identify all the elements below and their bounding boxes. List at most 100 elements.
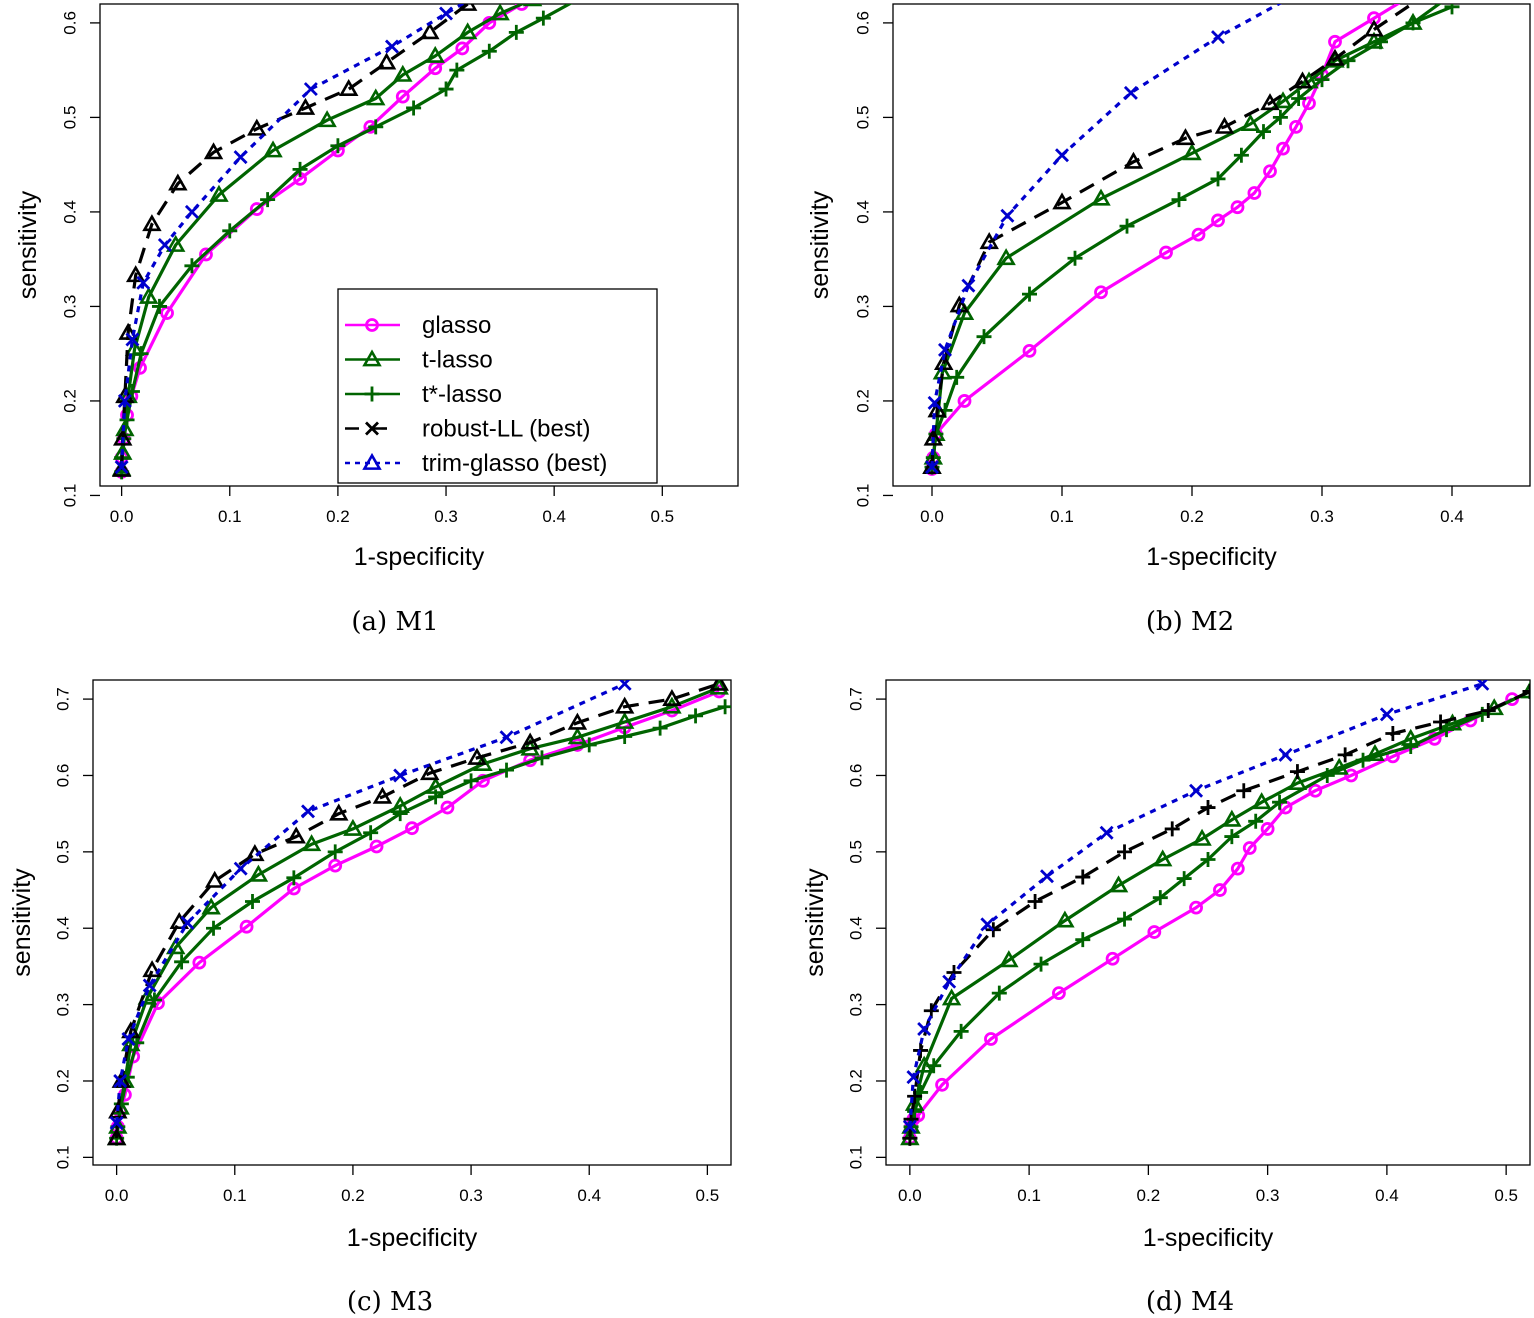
data-point-t*-lasso [286,870,302,886]
y-tick-label: 0.4 [54,916,73,940]
data-point-glasso [1230,200,1245,215]
panel-1: 0.0 0.1 0.2 0.3 0.4 0.5 0.1 0.2 0.3 0.4 0.5 0.6 1-sp… [14,3,739,637]
data-point-t*-lasso [1117,911,1133,927]
data-point-glasso [1022,343,1037,358]
data-point-t*-lasso [1176,871,1192,887]
data-point-trim-glasso [938,342,952,357]
data-point-t*-lasso [1233,147,1249,163]
data-point-t*-lasso [499,762,515,778]
x-tick-label: 0.4 [577,1186,601,1205]
plot-frame [885,679,1531,1166]
data-point-glasso [1276,141,1290,156]
data-point-t-lasso [1055,910,1075,928]
data-point-t-lasso [165,234,186,252]
data-point-t*-lasso [1272,794,1288,810]
legend-marker-glasso [365,318,379,332]
x-tick-label: 0.5 [650,507,674,526]
data-point-trim-glasso [902,1119,917,1134]
data-point-t*-lasso [368,119,384,135]
data-point-robust-LL [125,265,146,283]
data-point-t-lasso [1182,143,1202,161]
data-point-robust-LL [923,1003,939,1019]
data-point-t-lasso [201,897,221,915]
data-point-robust-LL [1117,844,1133,860]
data-point-glasso [160,306,174,320]
data-point-glasso [1344,768,1359,783]
data-point-glasso [1189,900,1203,915]
data-point-t*-lasso [508,24,524,40]
x-axis-title: 1-specificity [354,543,485,571]
series-line-glasso [908,697,1513,1139]
data-point-glasso [249,202,264,216]
data-point-t*-lasso [1067,250,1083,266]
y-tick-label: 0.3 [61,295,80,319]
data-point-t-lasso [941,988,962,1006]
data-point-glasso [1213,883,1227,897]
data-point-glasso [1328,34,1342,49]
data-point-robust-LL [1027,893,1043,909]
data-point-t*-lasso [428,789,444,805]
y-tick-label: 0.6 [854,11,873,35]
data-point-trim-glasso [157,238,172,252]
data-point-trim-glasso [233,861,248,876]
subfigure-caption: (d) M4 [1146,1287,1234,1317]
series-layer [900,680,1530,1146]
x-tick-label: 0.0 [920,507,944,526]
series-layer [106,680,731,1146]
data-point-robust-LL [295,97,316,115]
data-point-glasso [199,247,213,262]
legend-label: t*-lasso [422,381,502,408]
y-tick-label: 0.3 [847,993,866,1017]
data-point-t*-lasso [1439,722,1455,738]
data-point-glasso [328,858,343,873]
data-point-t-lasso [1329,757,1349,775]
series-line-t-lasso [908,690,1530,1139]
data-point-robust-LL [1260,93,1280,111]
data-point-t*-lasso [406,100,422,116]
data-point-glasso [1260,822,1275,836]
data-point-trim-glasso [109,1116,124,1130]
data-point-glasso [1289,119,1303,134]
data-point-robust-LL [1164,821,1180,837]
data-point-trim-glasso [617,680,632,691]
data-point-glasso [1247,186,1262,200]
data-point-t*-lasso [206,920,222,936]
y-axis-title: sensitivity [14,190,42,299]
data-point-t-lasso [567,727,588,745]
data-point-t*-lasso [652,720,668,736]
data-point-glasso [957,394,972,408]
data-point-glasso [1159,245,1173,260]
data-point-t*-lasso [1171,192,1187,208]
data-point-t*-lasso [1248,813,1264,829]
data-point-t*-lasso [1152,890,1168,906]
x-axis-title: 1-specificity [1143,1224,1274,1252]
data-point-t*-lasso [949,369,965,385]
data-point-glasso [1147,925,1162,939]
data-point-robust-LL [1433,714,1449,730]
data-point-t*-lasso [119,412,135,428]
data-point-glasso [440,800,455,815]
data-point-t*-lasso [1403,738,1419,754]
data-point-trim-glasso [927,395,942,410]
data-point-t*-lasso [438,81,454,97]
data-point-robust-LL [567,712,588,730]
data-point-glasso [984,1032,998,1046]
data-point-t*-lasso [330,138,346,154]
x-tick-label: 0.3 [459,1186,483,1205]
y-axis-title: sensitivity [806,190,834,299]
data-point-trim-glasso [1040,869,1054,884]
series-layer [922,4,1460,476]
data-point-t*-lasso [363,825,379,841]
data-point-trim-glasso [125,332,140,347]
data-point-robust-LL [1364,19,1384,37]
data-point-t*-lasso [953,1023,969,1039]
plot-frame [99,3,739,487]
data-point-t*-lasso [449,62,465,78]
data-point-t*-lasso [146,992,162,1008]
data-point-glasso [1105,951,1120,966]
data-point-t-lasso [366,88,386,106]
data-point-glasso [395,89,410,104]
y-tick-label: 0.3 [54,993,73,1017]
legend-marker-t*-lasso [364,386,380,402]
data-point-t*-lasso [581,737,597,753]
